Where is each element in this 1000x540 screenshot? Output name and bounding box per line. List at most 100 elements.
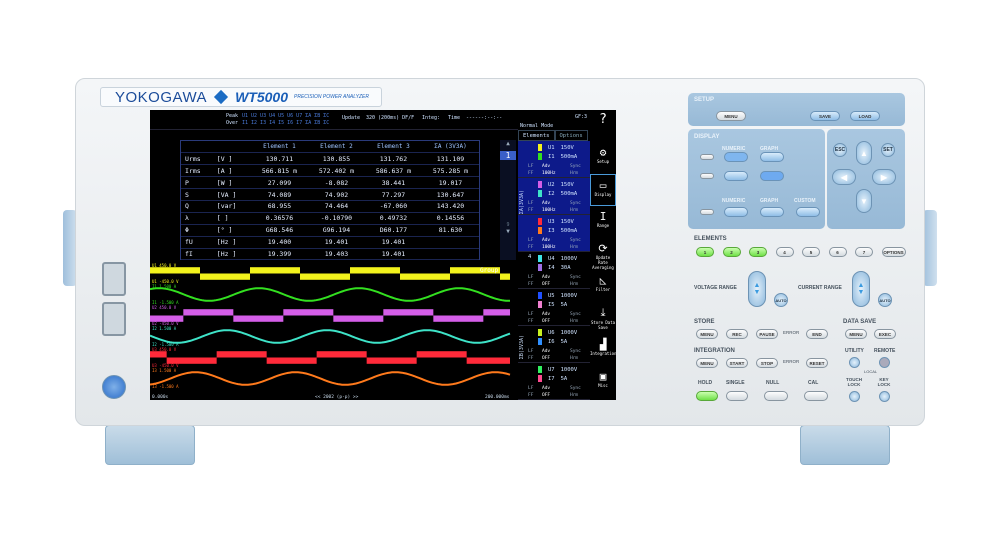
voltage-auto-button[interactable]: AUTO — [774, 293, 788, 307]
set-button[interactable]: SET — [881, 143, 895, 157]
store-end-button[interactable]: END — [806, 329, 828, 339]
trace-u3-segment — [416, 351, 467, 358]
table-cell: 19.017 — [421, 176, 479, 190]
integration-reset-button[interactable]: RESET — [806, 358, 828, 368]
element-3-button[interactable]: 3 — [749, 247, 767, 257]
integration-start-button[interactable]: START — [726, 358, 748, 368]
store-rec-button[interactable]: REC — [726, 329, 748, 339]
data-save-menu-button[interactable]: MENU — [845, 329, 867, 339]
element-item[interactable]: U7 1000V I7 5A LF FF Adv OFF Sync Hrm — [518, 363, 590, 400]
hold-button[interactable] — [696, 391, 718, 401]
element-4-button[interactable]: 4 — [775, 247, 794, 257]
display-graph-2-button[interactable] — [760, 171, 784, 181]
side-menu-store[interactable]: ⤓ Store Data Save — [590, 302, 616, 334]
ff-value: 100Hz — [542, 171, 556, 176]
touch-lock-button[interactable] — [849, 391, 860, 402]
tab-options[interactable]: Options — [554, 130, 588, 141]
current-range-updown[interactable]: ▲ ▼ — [852, 271, 870, 307]
trace-u3-segment — [366, 357, 417, 364]
scroll-up-icon[interactable]: ▲ — [506, 140, 510, 147]
time-value: ------:--:-- — [466, 115, 503, 121]
utility-button[interactable] — [849, 357, 860, 368]
store-pause-button[interactable]: PAUSE — [756, 329, 778, 339]
side-menu-misc[interactable]: ▣ Misc — [590, 366, 616, 398]
element-item[interactable]: U6 1000V I6 5A LF FF Adv OFF Sync Hrm — [518, 326, 590, 363]
color-swatch — [538, 366, 542, 373]
sync-label: Sync — [570, 238, 581, 243]
trace-bottom-label: I3 -1.500 A — [152, 384, 179, 389]
arrow-left-icon[interactable]: ◀ — [832, 169, 856, 185]
element-6-button[interactable]: 6 — [828, 247, 847, 257]
lf-label: LF — [528, 275, 534, 280]
last-page[interactable]: 9 — [506, 222, 510, 228]
column-header: ΣA (3V3A) — [421, 141, 479, 154]
setup-menu-button[interactable]: MENU — [716, 111, 746, 121]
display-numeric-3-button[interactable] — [724, 207, 748, 217]
tab-elements[interactable]: Elements — [518, 130, 555, 141]
element-list[interactable]: Elements Options ΣA(3V3A) U1 150V I1 500mA… — [518, 130, 590, 400]
voltage-range: 150V — [560, 144, 574, 151]
element-2-button[interactable]: 2 — [722, 247, 741, 257]
element-item[interactable]: 4 U4 1000V I4 30A LF FF Adv OFF Sync Hrm — [518, 252, 590, 289]
element-item[interactable]: U5 1000V I5 5A LF FF Adv OFF Sync Hrm — [518, 289, 590, 326]
usb-port[interactable] — [102, 262, 126, 296]
current-page[interactable]: 1 — [500, 151, 516, 160]
display-graph-3-button[interactable] — [760, 207, 784, 217]
display-graph-1-button[interactable] — [760, 152, 784, 162]
group-a[interactable]: ΣA(3V3A) U1 150V I1 500mA LF FF Adv 100Hz … — [518, 141, 590, 252]
arrow-down-icon[interactable]: ▼ — [856, 189, 872, 213]
store-menu-button[interactable]: MENU — [696, 329, 718, 339]
display-numeric-2-button[interactable] — [724, 171, 748, 181]
element-item[interactable]: U2 150V I2 500mA LF FF Adv 100Hz Sync Hrm — [518, 178, 590, 215]
scroll-down-icon[interactable]: ▼ — [506, 228, 510, 235]
side-menu-range[interactable]: I Range — [590, 206, 616, 238]
element-options-button[interactable]: OPTIONS — [881, 247, 906, 257]
single-button[interactable] — [726, 391, 748, 401]
element-7-button[interactable]: 7 — [855, 247, 873, 257]
ff-value: OFF — [542, 319, 551, 324]
trace-u3-segment — [166, 357, 217, 364]
side-menu-update[interactable]: ⟳ Update Rate Averaging — [590, 238, 616, 270]
side-menu-display[interactable]: ▭ Display — [590, 174, 616, 206]
arrow-up-icon[interactable]: ▲ — [856, 141, 872, 165]
sync-label: Sync — [570, 275, 581, 280]
table-cell: 19.401 — [364, 236, 422, 249]
side-menu-setup[interactable]: ⚙ Setup — [590, 142, 616, 174]
touch-screen[interactable]: Peak U1 U2 U3 U4 U5 U6 U7 ΣA ΣB ΣC Over … — [150, 110, 617, 400]
help-icon[interactable]: ? — [599, 112, 607, 127]
display-numeric-1-button[interactable] — [724, 152, 748, 162]
table-cell: 74.089 — [250, 188, 308, 201]
side-menu-filter[interactable]: ◺ Filter — [590, 270, 616, 302]
hrm-label: Hrm — [570, 319, 579, 324]
table-cell: -8.082 — [307, 176, 365, 190]
key-lock-button[interactable] — [879, 391, 890, 402]
voltage-range-updown[interactable]: ▲ ▼ — [748, 271, 766, 307]
current-channel: I2 — [548, 190, 555, 197]
esc-button[interactable]: ESC — [833, 143, 847, 157]
table-cell: 74.902 — [307, 188, 365, 201]
lf-label: LF — [528, 312, 534, 317]
element-1-button[interactable]: 1 — [696, 247, 714, 257]
integration-stop-button[interactable]: STOP — [756, 358, 778, 368]
cal-button[interactable] — [804, 391, 828, 401]
display-custom-button[interactable] — [796, 207, 820, 217]
element-item[interactable]: U3 150V I3 500mA LF FF Adv 100Hz Sync Hrm — [518, 215, 590, 252]
waveform-display[interactable]: U1 450.0 V U1 -450.0 VI1 1.500 A I1 -1.500… — [150, 262, 518, 400]
table-cell: 575.285 m — [421, 164, 479, 178]
setup-save-button[interactable]: SAVE — [810, 111, 840, 121]
setup-load-button[interactable]: LOAD — [850, 111, 880, 121]
arrow-right-icon[interactable]: ▶ — [872, 169, 896, 185]
side-menu-integration[interactable]: ▟ Integration — [590, 334, 617, 366]
table-cell: 130.647 — [421, 188, 479, 201]
element-5-button[interactable]: 5 — [802, 247, 820, 257]
power-button[interactable] — [102, 375, 126, 399]
element-item[interactable]: U1 150V I1 500mA LF FF Adv 100Hz Sync Hrm — [518, 141, 590, 178]
integration-menu-button[interactable]: MENU — [696, 358, 718, 368]
usb-port[interactable] — [102, 302, 126, 336]
page-scroller[interactable]: ▲ 1 9 ▼ — [500, 140, 516, 260]
null-button[interactable] — [764, 391, 788, 401]
data-save-exec-button[interactable]: EXEC — [874, 329, 896, 339]
trace-bottom-label: U2 -450.0 V — [152, 321, 179, 326]
current-auto-button[interactable]: AUTO — [878, 293, 892, 307]
group-b[interactable]: 4 U4 1000V I4 30A LF FF Adv OFF Sync Hrm U… — [518, 252, 590, 400]
